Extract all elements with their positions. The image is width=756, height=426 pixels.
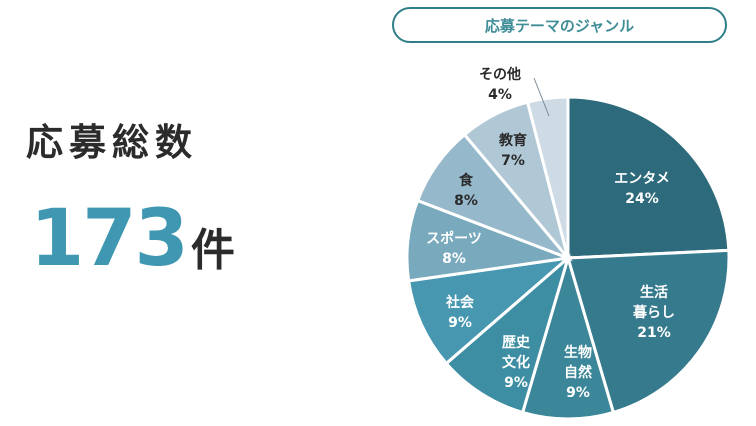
- slice-percent: 21%: [637, 325, 671, 341]
- slice-name: エンタメ: [614, 171, 670, 187]
- slice-percent: 9%: [448, 315, 472, 331]
- slice-percent: 8%: [454, 193, 478, 209]
- slice-label-2: 生物自然 9%: [564, 344, 592, 401]
- slice-name: 食: [459, 172, 474, 189]
- slice-name: 暮らし: [632, 304, 675, 321]
- slice-percent: 24%: [625, 191, 659, 207]
- slice-percent: 9%: [504, 375, 528, 391]
- slice-label-8: その他 4%: [479, 66, 521, 103]
- slice-name: 社会: [445, 294, 475, 311]
- slice-name: スポーツ: [426, 230, 482, 247]
- slice-label-3: 歴史文化 9%: [502, 335, 531, 391]
- slice-name: その他: [479, 66, 521, 83]
- slice-name: 文化: [502, 354, 530, 371]
- slice-name: 生物: [564, 344, 592, 361]
- slice-name: 生活: [640, 284, 668, 301]
- slice-name: 歴史: [502, 335, 531, 351]
- slice-percent: 4%: [488, 87, 512, 103]
- slice-percent: 9%: [566, 385, 590, 401]
- slice-percent: 8%: [442, 251, 466, 267]
- slice-percent: 7%: [501, 153, 525, 169]
- slice-name: 自然: [564, 364, 592, 381]
- slice-name: 教育: [499, 132, 527, 149]
